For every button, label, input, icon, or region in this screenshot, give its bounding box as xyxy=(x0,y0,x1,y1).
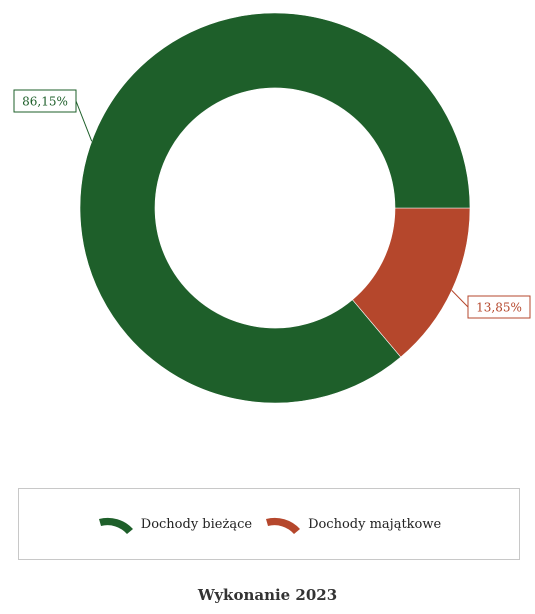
leader-line xyxy=(75,100,93,142)
legend-item-dochody-majatkowe[interactable]: Dochody majątkowe xyxy=(264,513,441,535)
donut-chart: 86,15% 13,85% xyxy=(13,12,531,404)
chart-caption: Wykonanie 2023 xyxy=(197,586,338,604)
legend-swatch-icon xyxy=(98,517,133,534)
legend-item-dochody-biezace[interactable]: Dochody bieżące xyxy=(97,513,252,535)
donut-slices xyxy=(79,12,471,404)
data-label-box xyxy=(13,89,77,113)
donut-slice[interactable] xyxy=(79,12,471,404)
legend-label: Dochody majątkowe xyxy=(308,516,442,532)
leader-line xyxy=(451,290,469,308)
label-leaders xyxy=(75,100,469,308)
legend: Dochody bieżące Dochody majątkowe xyxy=(18,488,520,560)
data-labels: 86,15% 13,85% xyxy=(13,89,531,319)
data-label-box xyxy=(467,295,531,319)
data-label: 13,85% xyxy=(476,301,522,315)
legend-label: Dochody bieżące xyxy=(140,516,253,532)
data-label: 86,15% xyxy=(22,95,68,109)
legend-swatch-icon xyxy=(266,517,301,534)
